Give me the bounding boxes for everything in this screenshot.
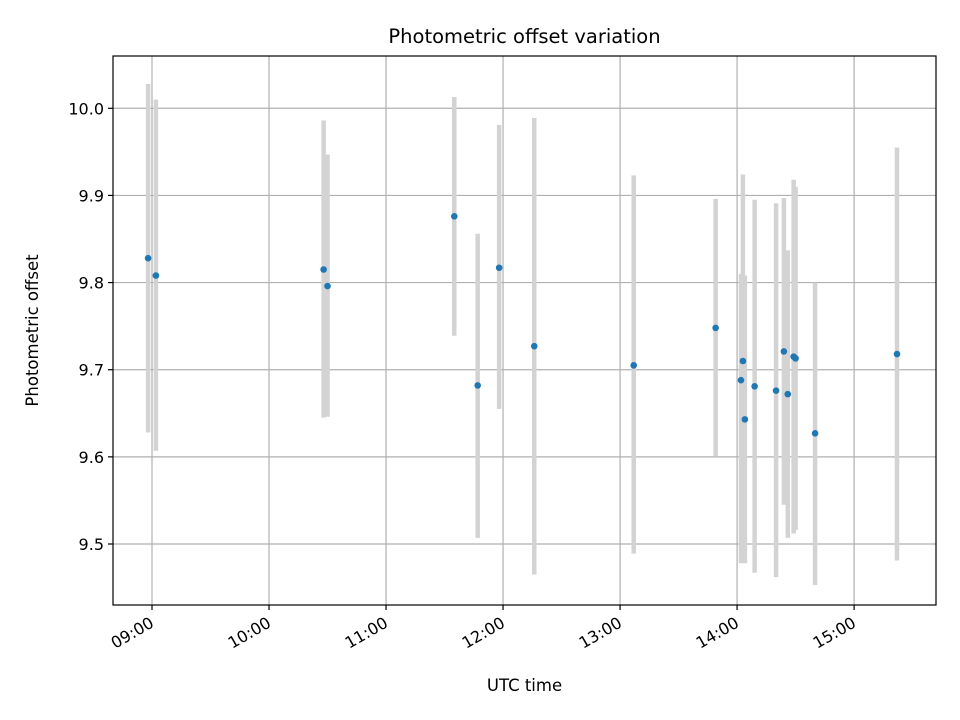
data-point: [739, 357, 747, 365]
data-point: [320, 266, 327, 273]
data-point: [530, 342, 538, 350]
data-point: [144, 254, 152, 262]
y-axis-ticks: 9.5 9.6 9.7 9.8 9.9 10.0: [68, 99, 113, 554]
y-tick-label: 9.7: [79, 361, 104, 380]
data-point: [152, 272, 160, 279]
data-point: [772, 387, 780, 394]
y-axis-label: Photometric offset: [23, 254, 42, 407]
data-point: [893, 350, 901, 358]
data-point: [737, 376, 745, 384]
data-point: [630, 362, 638, 369]
x-axis-label: UTC time: [487, 676, 562, 695]
data-point: [780, 348, 788, 355]
y-tick-label: 10.0: [68, 99, 104, 118]
data-point: [450, 213, 458, 220]
data-point: [792, 355, 799, 362]
data-point: [474, 382, 481, 389]
data-point: [495, 264, 503, 272]
grid: [113, 56, 936, 605]
y-tick-label: 9.6: [79, 448, 104, 467]
data-points: [144, 213, 901, 437]
data-point: [751, 382, 758, 390]
data-point: [712, 324, 719, 332]
data-point: [324, 282, 331, 290]
y-tick-label: 9.8: [79, 274, 104, 293]
data-point: [784, 390, 792, 398]
data-point: [811, 430, 819, 437]
chart-title: Photometric offset variation: [388, 25, 660, 48]
y-tick-label: 9.9: [79, 186, 104, 205]
data-point: [741, 416, 749, 423]
plot-frame: [112, 55, 937, 606]
y-tick-label: 9.5: [79, 535, 104, 554]
